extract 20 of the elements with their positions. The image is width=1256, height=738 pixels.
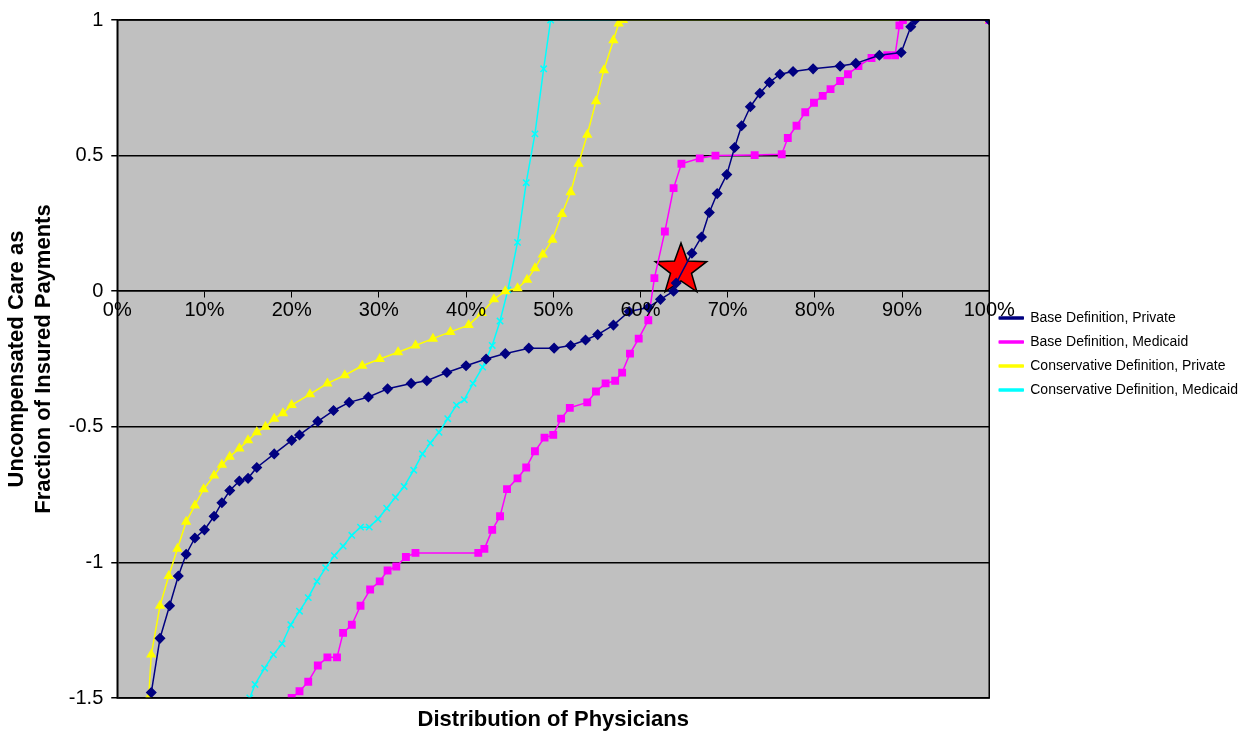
y-tick-label: 0.5 <box>75 143 104 166</box>
x-tick-label: 90% <box>882 297 923 320</box>
y-tick-label: 0 <box>92 278 104 301</box>
legend-label: Conservative Definition, Private <box>1030 356 1226 373</box>
x-axis-title: Distribution of Physicians <box>416 706 690 732</box>
legend-label: Conservative Definition, Medicaid <box>1030 380 1238 397</box>
x-tick-label: 40% <box>446 297 487 320</box>
x-tick-label: 50% <box>533 297 574 320</box>
legend-label: Base Definition, Private <box>1030 308 1176 325</box>
x-tick-label: 80% <box>794 297 836 320</box>
x-tick-label: 70% <box>707 297 748 320</box>
y-tick-label: 1 <box>92 7 104 30</box>
legend-label: Base Definition, Medicaid <box>1030 332 1189 349</box>
y-tick-label: -0.5 <box>68 414 104 437</box>
y-axis-title: Uncompensated Care as Fraction of Insured Payments <box>3 204 55 514</box>
x-tick-label: 10% <box>184 297 225 320</box>
x-tick-label: 20% <box>271 297 312 320</box>
y-tick-label: -1.5 <box>68 685 104 708</box>
x-tick-label: 30% <box>358 297 400 320</box>
y-tick-label: -1 <box>85 549 104 572</box>
